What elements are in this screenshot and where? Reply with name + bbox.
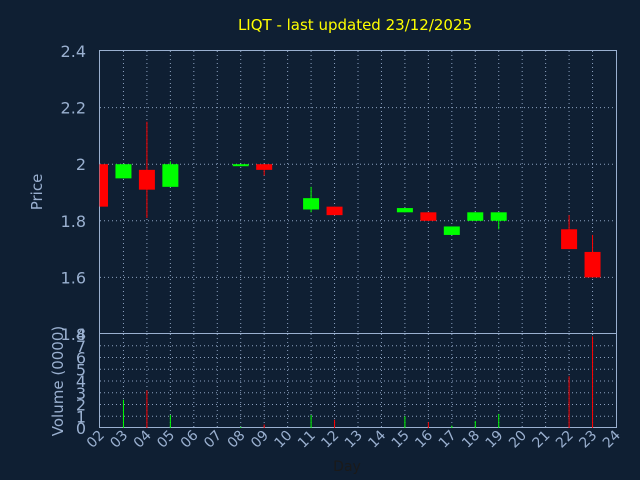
candle-body	[396, 208, 413, 213]
candle-body	[443, 226, 460, 235]
x-tick-label: 21	[530, 428, 554, 452]
candle-body	[490, 212, 507, 221]
x-tick-label: 12	[318, 428, 342, 452]
candle-body	[232, 164, 249, 167]
x-tick-label: 02	[84, 428, 108, 452]
volume-tick-label: 8	[76, 325, 86, 344]
x-tick-label: 17	[436, 428, 460, 452]
x-tick-label: 09	[248, 428, 272, 452]
x-axis-label: Day	[333, 459, 361, 475]
volume-tick-label: 6	[76, 349, 86, 368]
volume-tick-label: 5	[76, 360, 86, 379]
price-axis-label: Price	[28, 174, 46, 211]
volume-axis-label: Volume (0000)	[49, 326, 67, 436]
volume-bars	[122, 336, 594, 428]
candle-body	[100, 164, 108, 207]
volume-tick-label: 0	[76, 419, 86, 438]
price-tick-label: 2.2	[61, 99, 86, 118]
price-tick-label: 2.4	[61, 42, 86, 61]
price-tick-label: 1.4	[61, 325, 86, 344]
candle-body	[115, 164, 132, 179]
volume-tick-label: 7	[76, 337, 86, 356]
candle-body	[584, 251, 601, 278]
x-tick-label: 23	[576, 428, 600, 452]
x-tick-label: 14	[365, 427, 389, 451]
candle-body	[303, 198, 320, 210]
volume-grid	[100, 334, 616, 428]
candle-body	[256, 164, 273, 170]
x-axis-ticks: 02 03 04 05 06 07 08 09 10 11 12 13 14 15 16 17 18 19 20 21…	[84, 427, 624, 451]
volume-tick-label: 4	[76, 372, 86, 391]
x-tick-label: 20	[506, 428, 530, 452]
price-tick-label: 1.8	[61, 212, 86, 231]
x-tick-label: 03	[107, 428, 131, 452]
x-tick-label: 16	[412, 427, 436, 451]
x-tick-label: 06	[178, 427, 202, 451]
candle-body	[326, 206, 343, 216]
x-tick-label: 15	[389, 428, 413, 452]
x-tick-label: 10	[272, 428, 296, 452]
candles	[99, 121, 601, 278]
volume-panel-frame	[99, 333, 617, 428]
x-tick-label: 08	[225, 428, 249, 452]
volume-tick-label: 1	[76, 407, 86, 426]
x-tick-label: 22	[553, 428, 577, 452]
x-tick-label: 13	[342, 428, 366, 452]
x-tick-label: 24	[600, 427, 624, 451]
candle-body	[561, 229, 578, 250]
candle-body	[420, 212, 437, 221]
candle-body	[467, 212, 484, 221]
chart-title: LIQT - last updated 23/12/2025	[238, 16, 472, 34]
x-tick-label: 07	[201, 428, 225, 452]
x-tick-label: 05	[154, 428, 178, 452]
x-tick-label: 04	[131, 427, 155, 451]
candle-body	[162, 164, 179, 187]
price-grid	[100, 51, 616, 334]
x-tick-label: 11	[295, 428, 319, 452]
price-tick-label: 1.6	[61, 268, 86, 287]
volume-tick-label: 2	[76, 396, 86, 415]
price-axis-ticks: 1.4 1.6 1.8 2 2.2 2.4	[61, 42, 86, 344]
price-tick-label: 2	[76, 155, 86, 174]
volume-tick-label: 3	[76, 384, 86, 403]
x-tick-label: 19	[483, 428, 507, 452]
x-tick-label: 18	[459, 428, 483, 452]
candle-body	[138, 169, 155, 190]
